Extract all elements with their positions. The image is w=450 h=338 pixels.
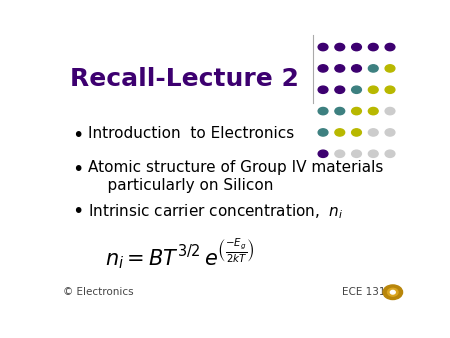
Circle shape xyxy=(351,107,361,115)
Circle shape xyxy=(335,107,345,115)
Circle shape xyxy=(351,150,361,158)
Circle shape xyxy=(369,65,378,72)
Circle shape xyxy=(318,65,328,72)
Circle shape xyxy=(335,86,345,93)
Circle shape xyxy=(335,65,345,72)
Circle shape xyxy=(387,288,398,296)
Circle shape xyxy=(351,65,361,72)
Circle shape xyxy=(318,107,328,115)
Circle shape xyxy=(383,285,403,299)
Circle shape xyxy=(385,86,395,93)
Circle shape xyxy=(369,129,378,136)
Circle shape xyxy=(335,150,345,158)
Text: ECE 1312: ECE 1312 xyxy=(342,287,392,297)
Text: •: • xyxy=(72,202,83,221)
Text: © Electronics: © Electronics xyxy=(63,287,134,297)
Text: Atomic structure of Group IV materials
    particularly on Silicon: Atomic structure of Group IV materials p… xyxy=(88,160,383,193)
Circle shape xyxy=(318,86,328,93)
Text: $n_i = BT^{3/2}\, e^{\left(\frac{-E_g}{2kT}\right)}$: $n_i = BT^{3/2}\, e^{\left(\frac{-E_g}{2… xyxy=(105,236,255,271)
Text: •: • xyxy=(72,126,83,145)
Circle shape xyxy=(385,43,395,51)
Circle shape xyxy=(385,129,395,136)
Circle shape xyxy=(385,107,395,115)
Circle shape xyxy=(369,107,378,115)
Circle shape xyxy=(351,43,361,51)
Circle shape xyxy=(318,150,328,158)
Text: Intrinsic carrier concentration,  $n_i$: Intrinsic carrier concentration, $n_i$ xyxy=(88,202,343,221)
Circle shape xyxy=(369,43,378,51)
Circle shape xyxy=(390,290,395,294)
Text: Recall-Lecture 2: Recall-Lecture 2 xyxy=(70,67,299,91)
Text: •: • xyxy=(72,160,83,179)
Circle shape xyxy=(351,86,361,93)
Circle shape xyxy=(351,129,361,136)
Circle shape xyxy=(369,86,378,93)
Circle shape xyxy=(385,150,395,158)
Circle shape xyxy=(335,129,345,136)
Circle shape xyxy=(369,150,378,158)
Circle shape xyxy=(335,43,345,51)
Text: Introduction  to Electronics: Introduction to Electronics xyxy=(88,126,294,141)
Circle shape xyxy=(318,129,328,136)
Circle shape xyxy=(385,65,395,72)
Circle shape xyxy=(318,43,328,51)
